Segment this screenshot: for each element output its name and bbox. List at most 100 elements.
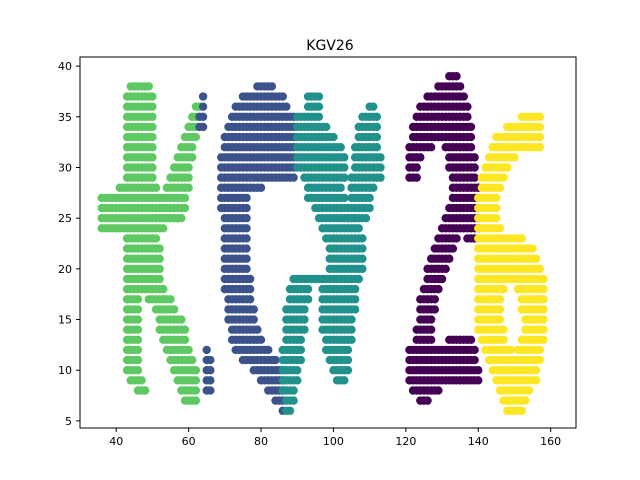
point-G: [198, 112, 208, 122]
point-V: [296, 355, 306, 365]
point-6: [517, 406, 526, 415]
point-6: [528, 244, 537, 253]
point-6: [535, 112, 544, 122]
point-K: [133, 366, 143, 375]
point-K: [180, 193, 190, 203]
point-G: [206, 366, 215, 375]
point-2: [470, 355, 479, 365]
point-2: [426, 335, 436, 345]
point-V: [303, 284, 313, 294]
y-tick-label: 40: [58, 60, 72, 73]
point-K: [188, 143, 197, 152]
point-6: [531, 254, 541, 263]
point-G: [264, 345, 273, 355]
point-2: [426, 315, 436, 324]
point-K: [148, 143, 157, 152]
point-2: [426, 325, 436, 334]
point-G: [202, 345, 211, 355]
point-V: [343, 366, 353, 375]
x-tick-label: 80: [254, 435, 268, 448]
point-G: [271, 355, 280, 365]
point-V: [314, 112, 324, 122]
point-V: [314, 102, 324, 111]
point-V: [347, 325, 356, 334]
point-G: [242, 213, 251, 223]
point-2: [430, 295, 439, 304]
y-tick-label: 15: [58, 314, 72, 327]
point-V: [293, 366, 302, 375]
point-G: [249, 315, 258, 324]
point-2: [470, 345, 479, 355]
point-V: [347, 315, 356, 324]
point-6: [535, 345, 544, 355]
point-K: [148, 163, 157, 172]
point-K: [188, 153, 197, 162]
y-tick-label: 30: [58, 161, 72, 174]
point-6: [535, 264, 544, 274]
point-V: [329, 132, 338, 142]
point-V: [376, 153, 385, 162]
point-K: [133, 335, 143, 345]
point-K: [133, 295, 143, 304]
point-V: [336, 143, 345, 152]
point-V: [340, 376, 349, 385]
point-K: [159, 284, 168, 294]
chart-title: KGV26: [306, 38, 354, 54]
point-K: [148, 92, 157, 101]
point-V: [343, 355, 353, 365]
point-6: [539, 274, 548, 284]
point-V: [289, 396, 298, 405]
point-V: [350, 284, 360, 294]
point-G: [245, 274, 255, 284]
point-G: [198, 122, 208, 132]
point-V: [354, 274, 363, 284]
point-6: [535, 122, 544, 132]
point-6: [499, 284, 508, 294]
point-K: [191, 386, 201, 395]
point-2: [466, 335, 476, 345]
point-2: [470, 163, 479, 172]
point-6: [506, 345, 516, 355]
point-G: [206, 355, 215, 365]
point-2: [474, 376, 483, 385]
point-V: [347, 335, 356, 345]
point-V: [350, 295, 360, 304]
x-tick-label: 100: [323, 435, 344, 448]
point-V: [372, 132, 382, 142]
point-6: [539, 295, 548, 304]
point-2: [412, 163, 421, 172]
y-tick-label: 5: [65, 415, 72, 428]
point-6: [495, 315, 505, 324]
point-K: [177, 315, 186, 324]
point-K: [148, 153, 157, 162]
point-K: [180, 335, 190, 345]
point-K: [169, 305, 179, 314]
point-G: [242, 193, 251, 203]
point-2: [416, 153, 425, 162]
y-axis-ticks: 5 10 15 20 25 30 35 40: [58, 60, 80, 428]
point-V: [296, 345, 306, 355]
point-V: [365, 203, 374, 213]
point-K: [159, 224, 168, 233]
point-K: [148, 112, 157, 122]
point-K: [155, 274, 164, 284]
point-K: [133, 355, 143, 365]
point-K: [133, 325, 143, 334]
point-2: [452, 234, 461, 243]
point-6: [521, 396, 530, 405]
point-6: [531, 376, 541, 385]
point-G: [242, 224, 251, 233]
point-2: [445, 254, 454, 263]
point-V: [300, 325, 309, 334]
point-G: [267, 82, 277, 91]
point-G: [206, 386, 215, 395]
point-V: [303, 295, 313, 304]
point-6: [499, 325, 508, 334]
point-2: [459, 92, 468, 101]
point-V: [289, 386, 298, 395]
point-V: [358, 244, 367, 253]
point-K: [148, 122, 157, 132]
point-K: [148, 132, 157, 142]
point-V: [285, 406, 295, 415]
